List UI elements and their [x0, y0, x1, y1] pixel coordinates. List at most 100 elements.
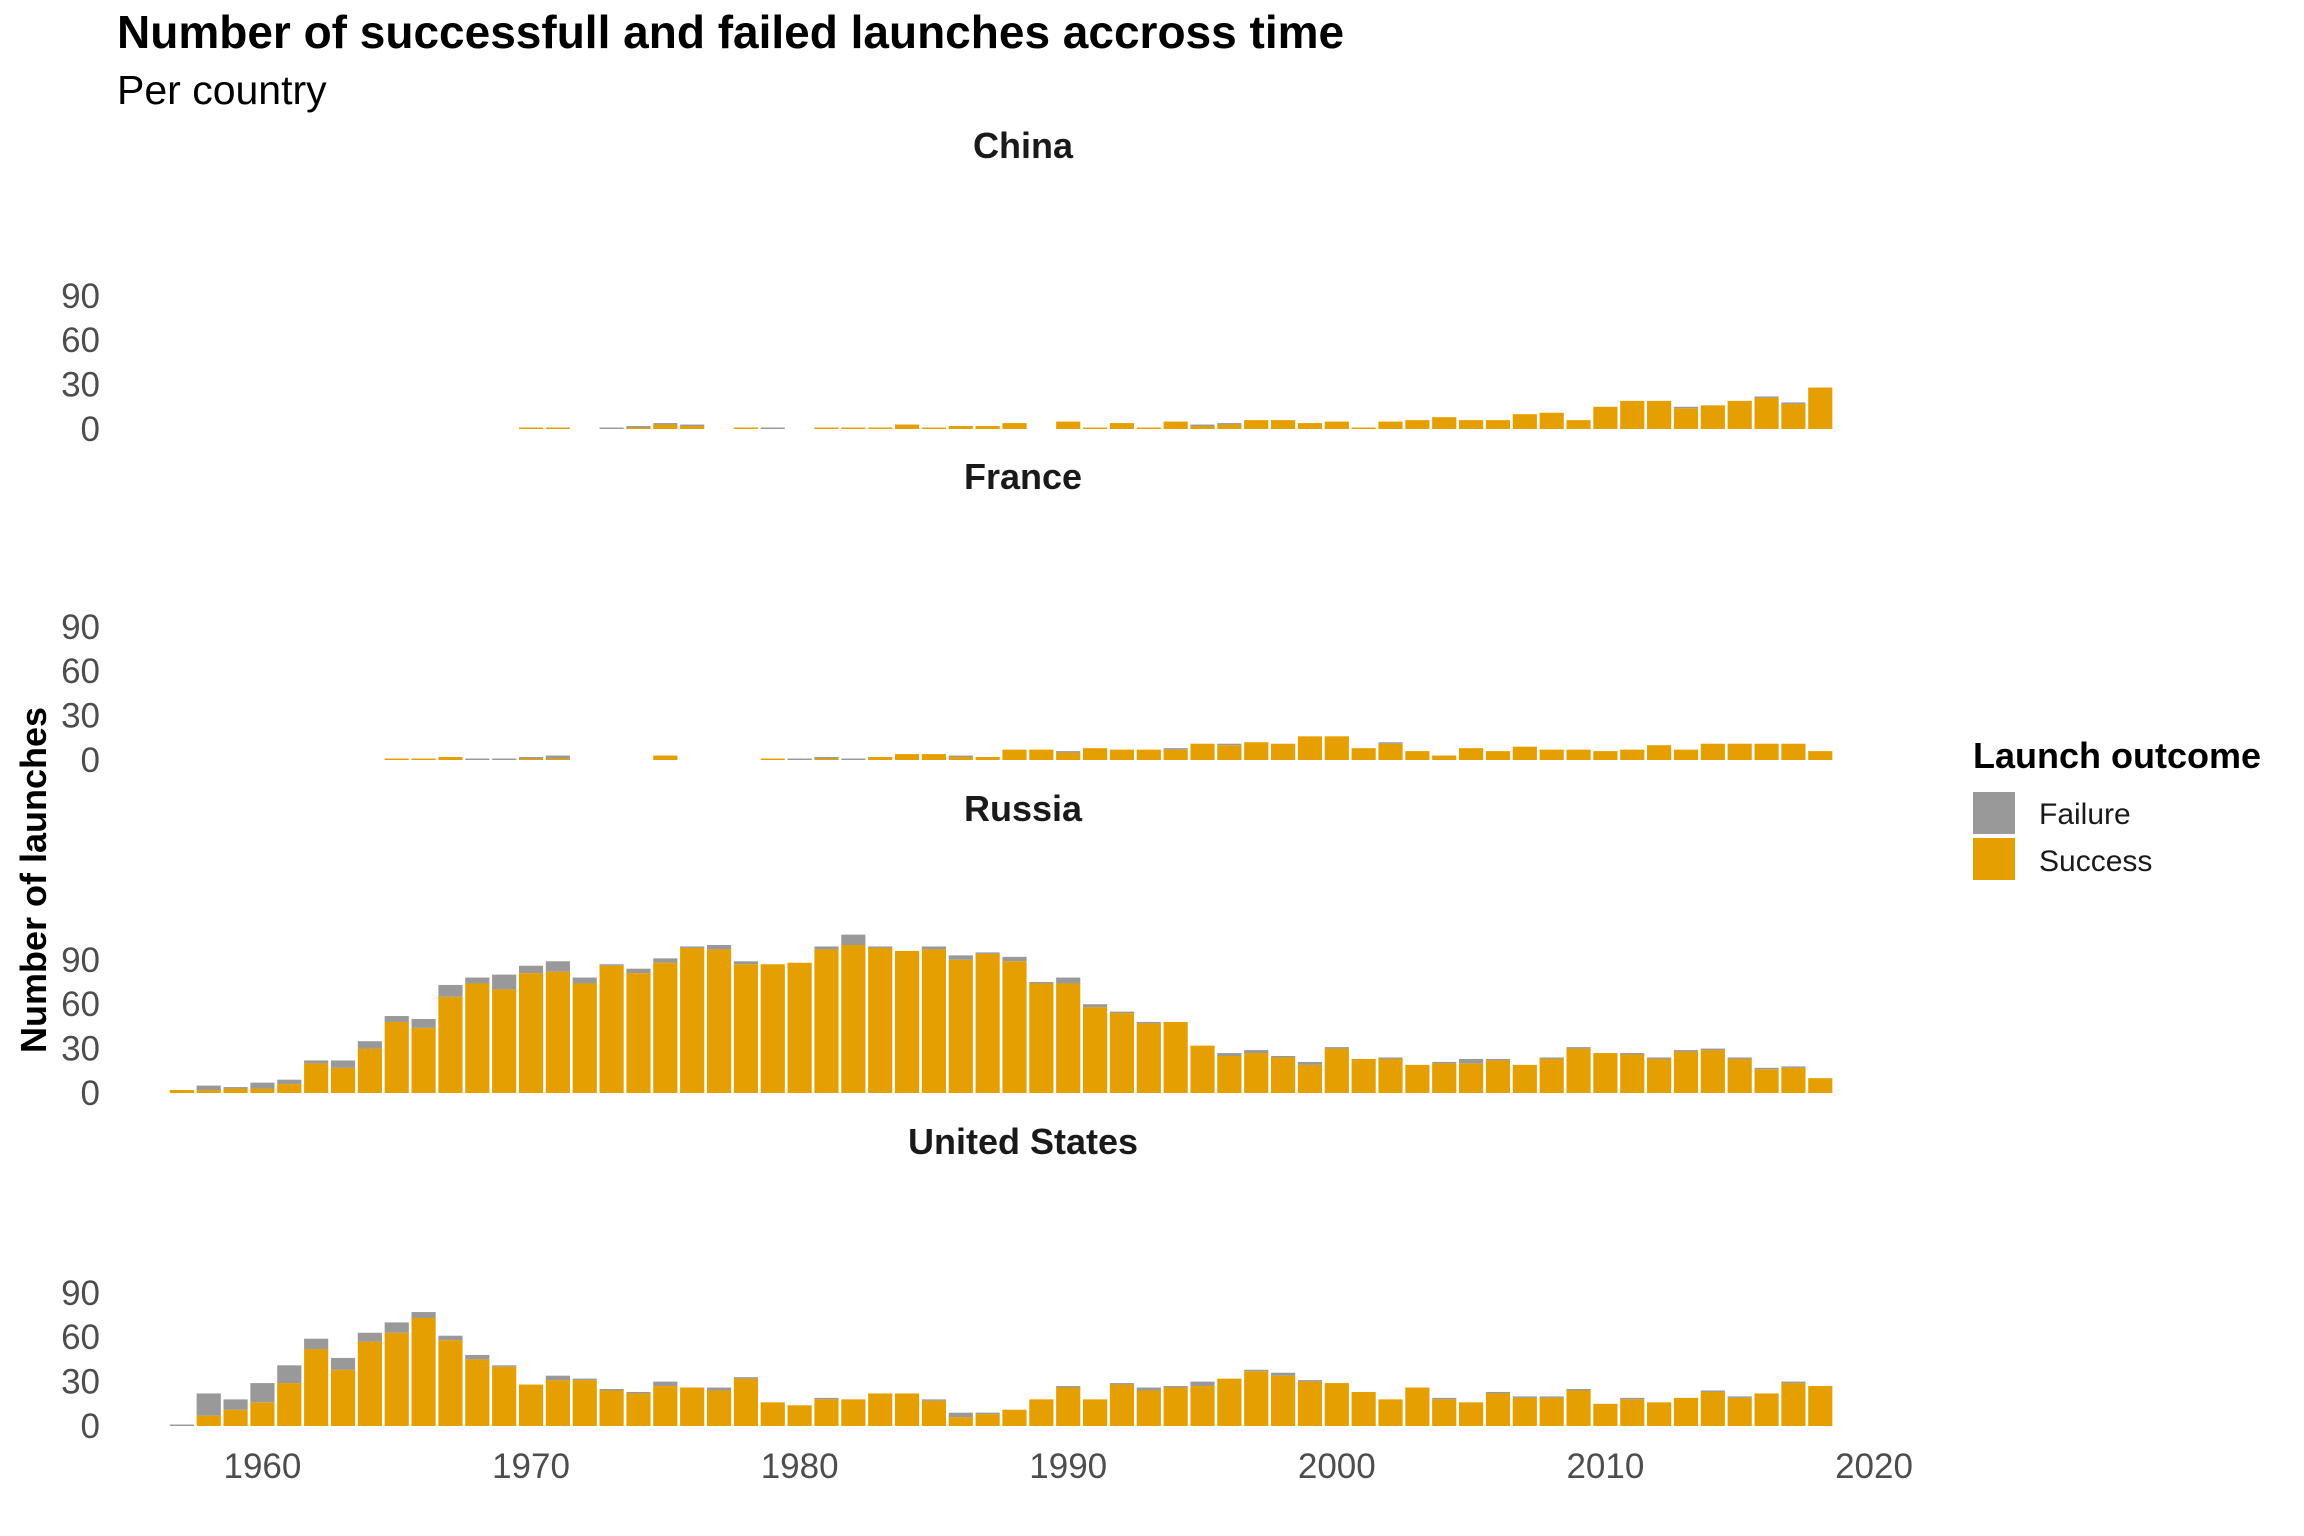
bar-failure-1996	[1217, 423, 1242, 425]
bar-success-1981	[814, 758, 839, 760]
bar-failure-2009	[1566, 1389, 1591, 1391]
bar-success-1957	[169, 1090, 194, 1093]
bar-failure-1998	[1271, 1056, 1296, 1058]
bar-success-1975	[653, 962, 678, 1093]
bar-success-1989	[1029, 1399, 1054, 1426]
bar-success-1999	[1297, 1064, 1323, 1093]
bar-success-2012	[1647, 745, 1672, 760]
bar-failure-1986	[948, 755, 973, 758]
bar-success-1983	[868, 757, 893, 760]
bar-success-2017	[1781, 1067, 1806, 1093]
bar-success-2015	[1727, 1397, 1752, 1426]
bar-failure-1994	[1163, 1386, 1188, 1388]
bar-success-1976	[680, 426, 705, 429]
bar-failure-1958	[196, 1085, 221, 1091]
bar-failure-1986	[948, 955, 973, 960]
bar-success-2006	[1485, 1060, 1511, 1093]
bar-success-1992	[1109, 423, 1135, 429]
legend-label-failure: Failure	[2039, 798, 2131, 831]
bar-success-1991	[1082, 1399, 1108, 1426]
bar-success-1979	[760, 964, 785, 1093]
bar-failure-1993	[1136, 1021, 1161, 1024]
bar-success-1961	[277, 1383, 302, 1426]
bar-success-1997	[1244, 1053, 1269, 1093]
bar-failure-1987	[975, 1412, 1000, 1415]
bar-success-1969	[492, 1366, 517, 1426]
x-tick-label: 2010	[1566, 1447, 1644, 1486]
bar-success-1990	[1056, 752, 1081, 760]
bar-success-2010	[1593, 406, 1618, 429]
y-tick-label: 60	[61, 652, 100, 691]
bar-success-2003	[1405, 1064, 1430, 1093]
bar-failure-2016	[1754, 396, 1779, 398]
bar-success-1989	[1029, 749, 1054, 760]
bar-success-2004	[1432, 755, 1457, 760]
bar-success-1987	[975, 1414, 1000, 1426]
bar-success-2000	[1324, 421, 1349, 429]
bar-failure-2002	[1378, 742, 1403, 744]
bar-success-2010	[1593, 751, 1618, 760]
bar-success-2003	[1405, 751, 1430, 760]
bar-success-1974	[626, 427, 651, 429]
bar-success-1978	[733, 964, 758, 1093]
bar-failure-1969	[492, 758, 517, 760]
bar-success-1979	[760, 758, 785, 760]
bar-failure-1973	[599, 964, 624, 966]
bar-failure-1980	[787, 758, 812, 760]
y-tick-label: 0	[81, 1407, 100, 1446]
bar-success-1963	[330, 1067, 356, 1093]
bar-failure-1979	[760, 427, 785, 429]
bar-success-2001	[1351, 748, 1376, 760]
bar-success-1963	[330, 1369, 356, 1426]
bar-success-1970	[518, 973, 544, 1093]
bar-success-1986	[948, 426, 973, 429]
bar-success-1994	[1163, 1021, 1188, 1093]
legend-swatch-failure	[1973, 792, 2015, 834]
bar-failure-2017	[1781, 1381, 1806, 1384]
bar-success-1986	[948, 757, 973, 760]
bar-success-1965	[384, 758, 409, 760]
bar-success-1983	[868, 947, 893, 1093]
bar-success-1962	[304, 1349, 329, 1426]
bar-success-1993	[1136, 1023, 1161, 1093]
bar-success-1985	[921, 754, 947, 760]
panel-russia: Russia 0 30 60 90	[61, 788, 1833, 1113]
bar-success-1990	[1056, 983, 1081, 1093]
bar-success-1987	[975, 757, 1000, 760]
y-tick-label: 30	[61, 1363, 100, 1402]
bar-failure-1991	[1082, 1004, 1108, 1008]
bar-success-2008	[1539, 1058, 1564, 1093]
bar-success-1990	[1056, 421, 1081, 429]
bar-success-2016	[1754, 1393, 1779, 1426]
bar-success-1979	[760, 1402, 785, 1426]
bar-success-1994	[1163, 421, 1188, 429]
panel-title-russia: Russia	[964, 788, 1083, 829]
bar-failure-1964	[357, 1332, 382, 1342]
bar-success-2016	[1754, 743, 1779, 760]
legend-title: Launch outcome	[1973, 735, 2261, 776]
facet-panels: China0306090France0306090Russia0306090Un…	[61, 125, 1833, 1446]
panel-title-france: France	[964, 456, 1082, 497]
bar-success-2001	[1351, 427, 1376, 429]
bar-success-1973	[599, 965, 624, 1093]
bar-success-1983	[868, 427, 893, 429]
bar-success-1995	[1190, 1386, 1215, 1426]
bar-failure-1990	[1056, 751, 1081, 753]
bar-failure-1966	[411, 1312, 436, 1318]
bar-failure-1978	[733, 961, 758, 965]
bar-success-1977	[706, 1390, 732, 1426]
bar-success-1988	[1002, 1409, 1027, 1426]
bar-failure-1988	[1002, 956, 1027, 962]
bar-failure-2016	[1754, 1067, 1779, 1070]
bar-success-1991	[1082, 427, 1108, 429]
bar-success-2017	[1781, 743, 1806, 760]
bar-failure-1968	[465, 1354, 490, 1360]
bar-failure-1995	[1190, 1381, 1215, 1387]
bar-success-1976	[680, 947, 705, 1093]
bar-success-2012	[1647, 1402, 1672, 1426]
bar-success-2007	[1512, 746, 1537, 760]
bar-success-1973	[599, 1390, 624, 1426]
bar-failure-2009	[1566, 1047, 1591, 1049]
bar-success-1976	[680, 1387, 705, 1426]
bar-failure-1971	[545, 755, 570, 759]
